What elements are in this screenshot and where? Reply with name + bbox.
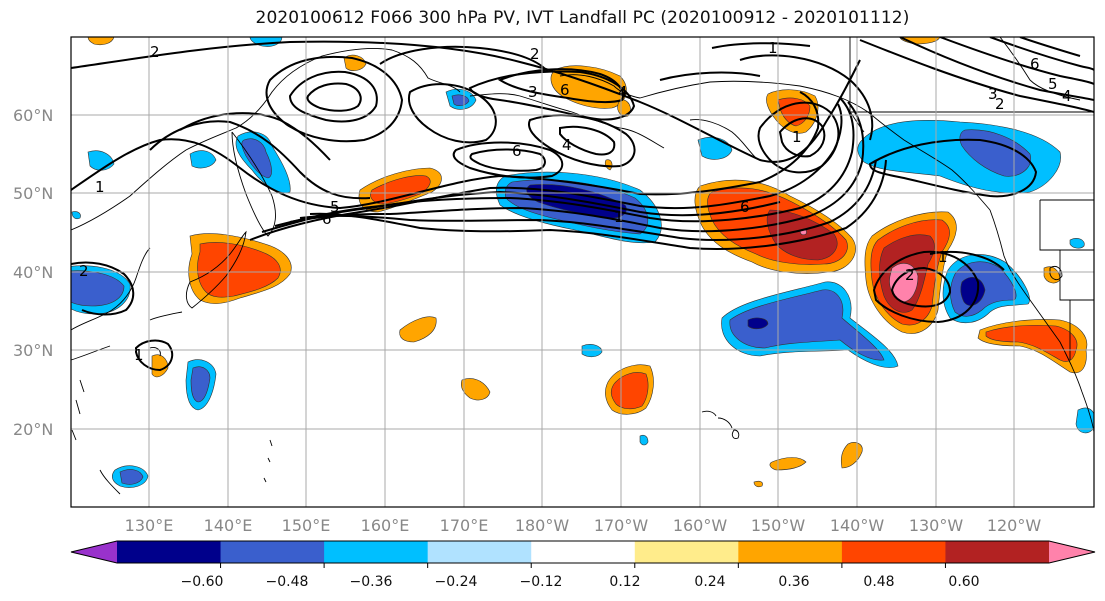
contour-label: 2 (530, 45, 540, 63)
colorbar-swatch (634, 541, 739, 563)
colorbar-ticks (220, 563, 946, 568)
colorbar-swatch (117, 541, 222, 563)
colorbar-extend-max (1049, 541, 1095, 563)
contour-label: 6 (322, 210, 332, 228)
lon-label: 170°W (594, 516, 649, 535)
contour-label: 4 (618, 83, 628, 101)
contour-label: 3 (988, 85, 998, 103)
pv-contours (71, 37, 1094, 372)
contour-label: 5 (330, 198, 340, 216)
lat-label: 50°N (13, 184, 53, 203)
coastlines (71, 37, 1094, 495)
colorbar-outline (70, 540, 1096, 564)
colorbar-swatch (841, 541, 946, 563)
colorbar-tick-label: −0.36 (350, 574, 393, 590)
lon-label: 150°E (282, 516, 331, 535)
lon-label: 140°E (204, 516, 253, 535)
colorbar-swatch (945, 541, 1050, 563)
colorbar-tick-label: 0.36 (778, 574, 809, 590)
longitude-labels: 130°E 140°E 150°E 160°E 170°E 180°W 170°… (125, 516, 1042, 535)
colorbar-swatches (71, 541, 1095, 563)
contour-label: 2 (150, 43, 160, 61)
contour-label: 2 (79, 262, 89, 280)
colorbar-tick-label: 0.12 (609, 574, 640, 590)
contour-label: 2 (995, 95, 1005, 113)
contour-label-group: 2 2 1 6 5 4 3 2 3 6 4 1 6 4 1 5 6 1 6 2 … (79, 39, 1072, 364)
lon-label: 120°W (987, 516, 1042, 535)
contour-label: 6 (1030, 55, 1040, 73)
contour-label: 1 (95, 178, 105, 196)
colorbar-tick-label: 0.60 (948, 574, 979, 590)
lon-label: 180°W (515, 516, 570, 535)
colorbar-swatch (324, 541, 429, 563)
colorbar-tick-label: 0.24 (694, 574, 725, 590)
lon-label: 160°E (361, 516, 410, 535)
map-title: 2020100612 F066 300 hPa PV, IVT Landfall… (255, 8, 910, 28)
colorbar-extend-min (71, 541, 117, 563)
contour-label: 1 (792, 128, 802, 146)
contour-label: 2 (905, 266, 915, 284)
colorbar-swatch (427, 541, 532, 563)
lon-label: 150°W (751, 516, 806, 535)
graticule (71, 37, 1094, 507)
colorbar: −0.60 −0.48 −0.36 −0.24 −0.12 0.12 0.24 … (70, 540, 1096, 590)
colorbar-tick-label: −0.12 (520, 574, 563, 590)
colorbar-tick-label: −0.24 (435, 574, 478, 590)
colorbar-swatch (531, 541, 636, 563)
lat-label: 20°N (13, 420, 53, 439)
colorbar-tick-labels: −0.60 −0.48 −0.36 −0.24 −0.12 0.12 0.24 … (181, 574, 980, 590)
contour-label: 6 (512, 142, 522, 160)
lon-label: 170°E (440, 516, 489, 535)
map-frame (70, 36, 1095, 508)
lat-label: 60°N (13, 106, 53, 125)
contour-label: 1 (614, 208, 624, 226)
colorbar-tick-label: 0.48 (863, 574, 894, 590)
lon-label: 130°W (909, 516, 964, 535)
colorbar-tick-label: −0.60 (181, 574, 224, 590)
colorbar-swatch (220, 541, 325, 563)
lat-label: 40°N (13, 263, 53, 282)
colorbar-swatch (738, 541, 843, 563)
contour-label: 3 (528, 83, 538, 101)
contour-label: 4 (562, 136, 572, 154)
contour-label: 1 (938, 248, 948, 266)
lat-label: 30°N (13, 341, 53, 360)
contour-label: 1 (768, 39, 778, 57)
lon-label: 130°E (125, 516, 174, 535)
contour-label: 5 (1048, 75, 1058, 93)
contour-label: 1 (134, 346, 144, 364)
contour-label: 4 (1062, 87, 1072, 105)
colorbar-tick-label: −0.48 (266, 574, 309, 590)
lon-label: 160°W (673, 516, 728, 535)
latitude-labels: 60°N 50°N 40°N 30°N 20°N (13, 106, 53, 439)
contour-label: 6 (740, 198, 750, 216)
contour-label: 6 (560, 81, 570, 99)
lon-label: 140°W (830, 516, 885, 535)
